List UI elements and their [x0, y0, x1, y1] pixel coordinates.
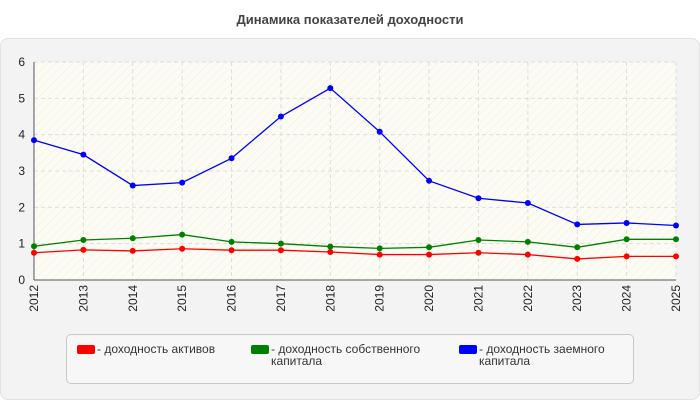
x-tick-label: 2015 [175, 285, 189, 312]
data-point [31, 243, 37, 250]
data-point [673, 253, 679, 260]
legend-label: - доходность заемного капитала [479, 342, 605, 368]
data-point [327, 243, 334, 250]
data-point [524, 238, 531, 245]
data-point [129, 247, 136, 254]
data-point [327, 249, 334, 256]
x-tick-label: 2013 [76, 285, 90, 312]
x-tick-label: 2020 [422, 285, 436, 312]
y-tick-label: 1 [18, 237, 25, 251]
data-point [524, 251, 531, 258]
series-group [31, 85, 679, 262]
y-axis-tick-labels: 0 1 2 3 4 5 6 [18, 55, 25, 287]
data-point [623, 219, 630, 226]
legend-swatch-blue [459, 345, 477, 354]
data-point [623, 236, 630, 243]
data-point [179, 179, 186, 186]
data-point [80, 246, 87, 253]
data-point [129, 235, 136, 242]
legend-item-debt: - доходность заемного капитала [459, 343, 644, 367]
y-tick-label: 2 [18, 200, 25, 214]
legend-label: - доходность активов [97, 342, 216, 356]
data-point [31, 137, 37, 144]
x-tick-label: 2012 [27, 285, 41, 312]
data-point [673, 236, 679, 243]
data-point [426, 244, 433, 251]
x-tick-label: 2018 [323, 285, 337, 312]
legend-swatch-red [77, 345, 95, 354]
data-point [80, 151, 87, 158]
gridlines [34, 61, 677, 280]
y-tick-label: 3 [18, 164, 25, 178]
data-point [277, 240, 284, 247]
data-point [179, 245, 186, 252]
x-tick-label: 2023 [570, 285, 584, 312]
data-point [277, 113, 284, 120]
legend-swatch-green [251, 345, 269, 354]
data-point [129, 182, 136, 189]
data-point [673, 222, 679, 229]
data-point [574, 221, 581, 228]
data-point [376, 251, 383, 258]
data-point [31, 249, 37, 256]
data-point [327, 85, 334, 92]
data-point [228, 247, 235, 254]
legend: - доходность активов - доходность собств… [66, 334, 634, 384]
data-point [574, 244, 581, 251]
data-point [376, 245, 383, 252]
series-line-1 [33, 233, 676, 250]
series-line-0 [33, 248, 676, 260]
data-point [277, 247, 284, 254]
data-point [376, 128, 383, 135]
x-tick-label: 2017 [274, 285, 288, 312]
x-tick-label: 2019 [373, 285, 387, 312]
legend-item-assets: - доходность активов [77, 343, 262, 355]
data-point [426, 177, 433, 184]
data-point [228, 238, 235, 245]
y-tick-label: 0 [18, 273, 25, 287]
data-point [623, 253, 630, 260]
y-tick-label: 5 [18, 91, 25, 105]
data-point [574, 255, 581, 262]
data-point [475, 237, 482, 244]
legend-item-equity: - доходность собственного капитала [251, 343, 436, 367]
data-point [80, 237, 87, 244]
series-line-2 [33, 87, 677, 227]
data-point [228, 155, 235, 162]
x-axis-tick-labels: 2012 2013 2014 2015 2016 2017 2018 2019 2020 2021… [27, 285, 683, 312]
x-tick-label: 2021 [471, 285, 485, 312]
data-point [426, 251, 433, 258]
data-point [475, 195, 482, 202]
data-point [524, 199, 531, 206]
data-point [179, 231, 186, 238]
data-point [475, 249, 482, 256]
x-tick-label: 2025 [669, 285, 683, 312]
x-tick-label: 2022 [521, 285, 535, 312]
chart-title: Динамика показателей доходности [236, 12, 464, 27]
x-tick-label: 2024 [620, 285, 634, 312]
legend-label: - доходность собственного капитала [271, 342, 421, 368]
y-tick-label: 4 [18, 128, 25, 142]
y-tick-label: 6 [18, 55, 25, 69]
x-tick-label: 2014 [126, 285, 140, 312]
x-tick-label: 2016 [225, 285, 239, 312]
